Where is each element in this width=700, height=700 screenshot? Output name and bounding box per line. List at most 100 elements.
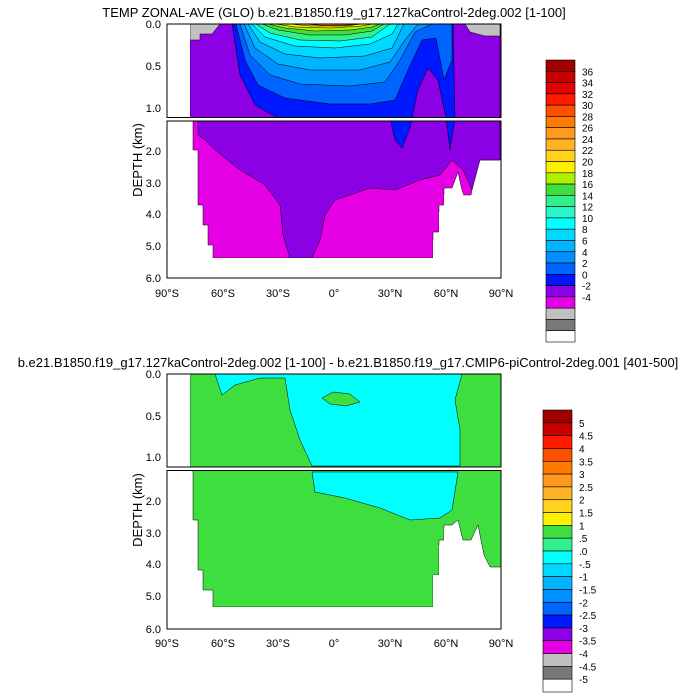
x-tick-label: 60°S <box>211 288 235 300</box>
colorbar-label: -3.5 <box>579 637 597 648</box>
colorbar-swatch <box>545 285 576 298</box>
x-tick-label: 0° <box>329 288 340 300</box>
y-tick-label: 4.0 <box>146 559 161 571</box>
colorbar-swatch <box>542 409 573 424</box>
colorbar-label: 2.5 <box>579 483 593 494</box>
panel-2-ylabel: DEPTH (km) <box>130 473 145 547</box>
colorbar-swatch <box>542 422 573 436</box>
colorbar-swatch <box>542 448 573 462</box>
colorbar-swatch <box>545 116 576 128</box>
colorbar-swatch <box>542 563 573 577</box>
x-tick-label: 60°S <box>211 638 235 650</box>
colorbar-label: 34 <box>582 79 594 90</box>
colorbar-swatch <box>545 274 576 286</box>
colorbar-swatch <box>542 499 573 513</box>
colorbar-swatch <box>545 330 576 343</box>
colorbar-label: 16 <box>582 180 594 191</box>
colorbar-swatch <box>542 460 573 475</box>
colorbar-swatch <box>542 678 573 693</box>
panel-2-y-axis: 0.0 0.5 1.0 2.0 3.0 4.0 5.0 6.0 <box>146 369 161 636</box>
colorbar-swatch <box>545 127 576 140</box>
colorbar-label: 4 <box>579 444 585 455</box>
colorbar-label: 32 <box>582 90 594 101</box>
y-tick-label: 0.5 <box>146 411 161 423</box>
colorbar-swatch <box>545 195 576 207</box>
colorbar-label: 3 <box>579 470 585 481</box>
colorbar-label: 8 <box>582 225 588 236</box>
panel-2-upper-frame <box>166 373 502 468</box>
panel-2-axis-break <box>167 467 501 471</box>
colorbar-swatch <box>545 104 576 117</box>
panel-1-axis-break <box>167 117 501 121</box>
panel-2-field <box>167 374 501 629</box>
panel-1-deep-purple <box>189 24 501 259</box>
panel-2-antarctica-land <box>167 374 190 629</box>
colorbar-label: -1.5 <box>579 585 597 596</box>
colorbar-swatch <box>542 601 573 616</box>
colorbar-swatch <box>545 206 576 219</box>
colorbar-swatch <box>545 217 576 230</box>
colorbar-label: 4 <box>582 248 588 259</box>
panel-1-arctic-grey <box>464 24 501 37</box>
x-tick-label: 30°S <box>266 638 290 650</box>
y-tick-label: 2.0 <box>146 146 161 158</box>
colorbar-label: 22 <box>582 146 594 157</box>
x-tick-label: 60°N <box>434 288 459 300</box>
colorbar-swatch <box>542 589 573 603</box>
y-tick-label: 5.0 <box>146 241 161 253</box>
colorbar-label: -4.5 <box>579 662 597 673</box>
colorbar-swatch <box>542 435 573 449</box>
colorbar-label: 14 <box>582 191 594 202</box>
panel-1-upper-frame <box>166 23 502 118</box>
colorbar-label: -2 <box>582 282 591 293</box>
panel-2-x-axis: 90°S 60°S 30°S 0° 30°N 60°N 90°N <box>155 638 513 650</box>
colorbar-swatch <box>545 240 576 253</box>
panel-1-field <box>167 24 501 278</box>
y-tick-label: 0.0 <box>146 19 161 31</box>
x-tick-label: 90°N <box>489 638 514 650</box>
colorbar-label: 28 <box>582 112 594 123</box>
x-tick-label: 30°S <box>266 288 290 300</box>
colorbar-label: 20 <box>582 158 594 169</box>
y-tick-label: 1.0 <box>146 452 161 464</box>
colorbar-label: -4 <box>582 293 591 304</box>
colorbar-label: .5 <box>579 534 588 545</box>
colorbar-label: -1 <box>579 573 588 584</box>
colorbar-swatch <box>545 307 576 320</box>
colorbar-label: 12 <box>582 203 594 214</box>
y-tick-label: 0.5 <box>146 61 161 73</box>
colorbar-swatch <box>545 319 576 332</box>
colorbar-label: -3 <box>579 624 588 635</box>
panel-2-lower-frame <box>166 470 502 630</box>
colorbar-swatch <box>545 82 576 95</box>
y-tick-label: 0.0 <box>146 369 161 381</box>
colorbar-swatch <box>545 138 576 151</box>
panel-2-negative-lower <box>311 471 459 521</box>
panel-1-x-axis: 90°S 60°S 30°S 0° 30°N 60°N 90°N <box>155 288 513 300</box>
colorbar-label: 26 <box>582 124 594 135</box>
panel-1-antarctica-land <box>167 24 190 278</box>
colorbar-swatch <box>542 537 573 552</box>
colorbar-label: -5 <box>579 675 588 686</box>
colorbar-swatch <box>545 70 576 83</box>
panel-2-title: b.e21.B1850.f19_g17.127kaControl-2deg.00… <box>18 355 679 370</box>
y-tick-label: 5.0 <box>146 591 161 603</box>
colorbar-swatch <box>545 93 576 106</box>
colorbar-swatch <box>545 251 576 264</box>
panel-2-seafloor-land <box>167 525 501 629</box>
colorbar-label: 6 <box>582 236 588 247</box>
y-tick-label: 3.0 <box>146 178 161 190</box>
colorbar-swatch <box>542 666 573 680</box>
colorbar-label: -4 <box>579 650 588 661</box>
panel-2-green-patch <box>321 391 361 407</box>
colorbar-swatch <box>545 262 576 275</box>
panel-2-negative-upper <box>214 374 463 467</box>
panel-1-y-axis: 0.0 0.5 1.0 2.0 3.0 4.0 5.0 6.0 <box>146 19 161 285</box>
colorbar-label: 30 <box>582 101 594 112</box>
colorbar-label: 1 <box>579 521 585 532</box>
y-tick-label: 6.0 <box>146 624 161 636</box>
colorbar-label: 18 <box>582 169 594 180</box>
colorbar-swatch <box>545 296 576 309</box>
colorbar-label: 0 <box>582 270 588 281</box>
